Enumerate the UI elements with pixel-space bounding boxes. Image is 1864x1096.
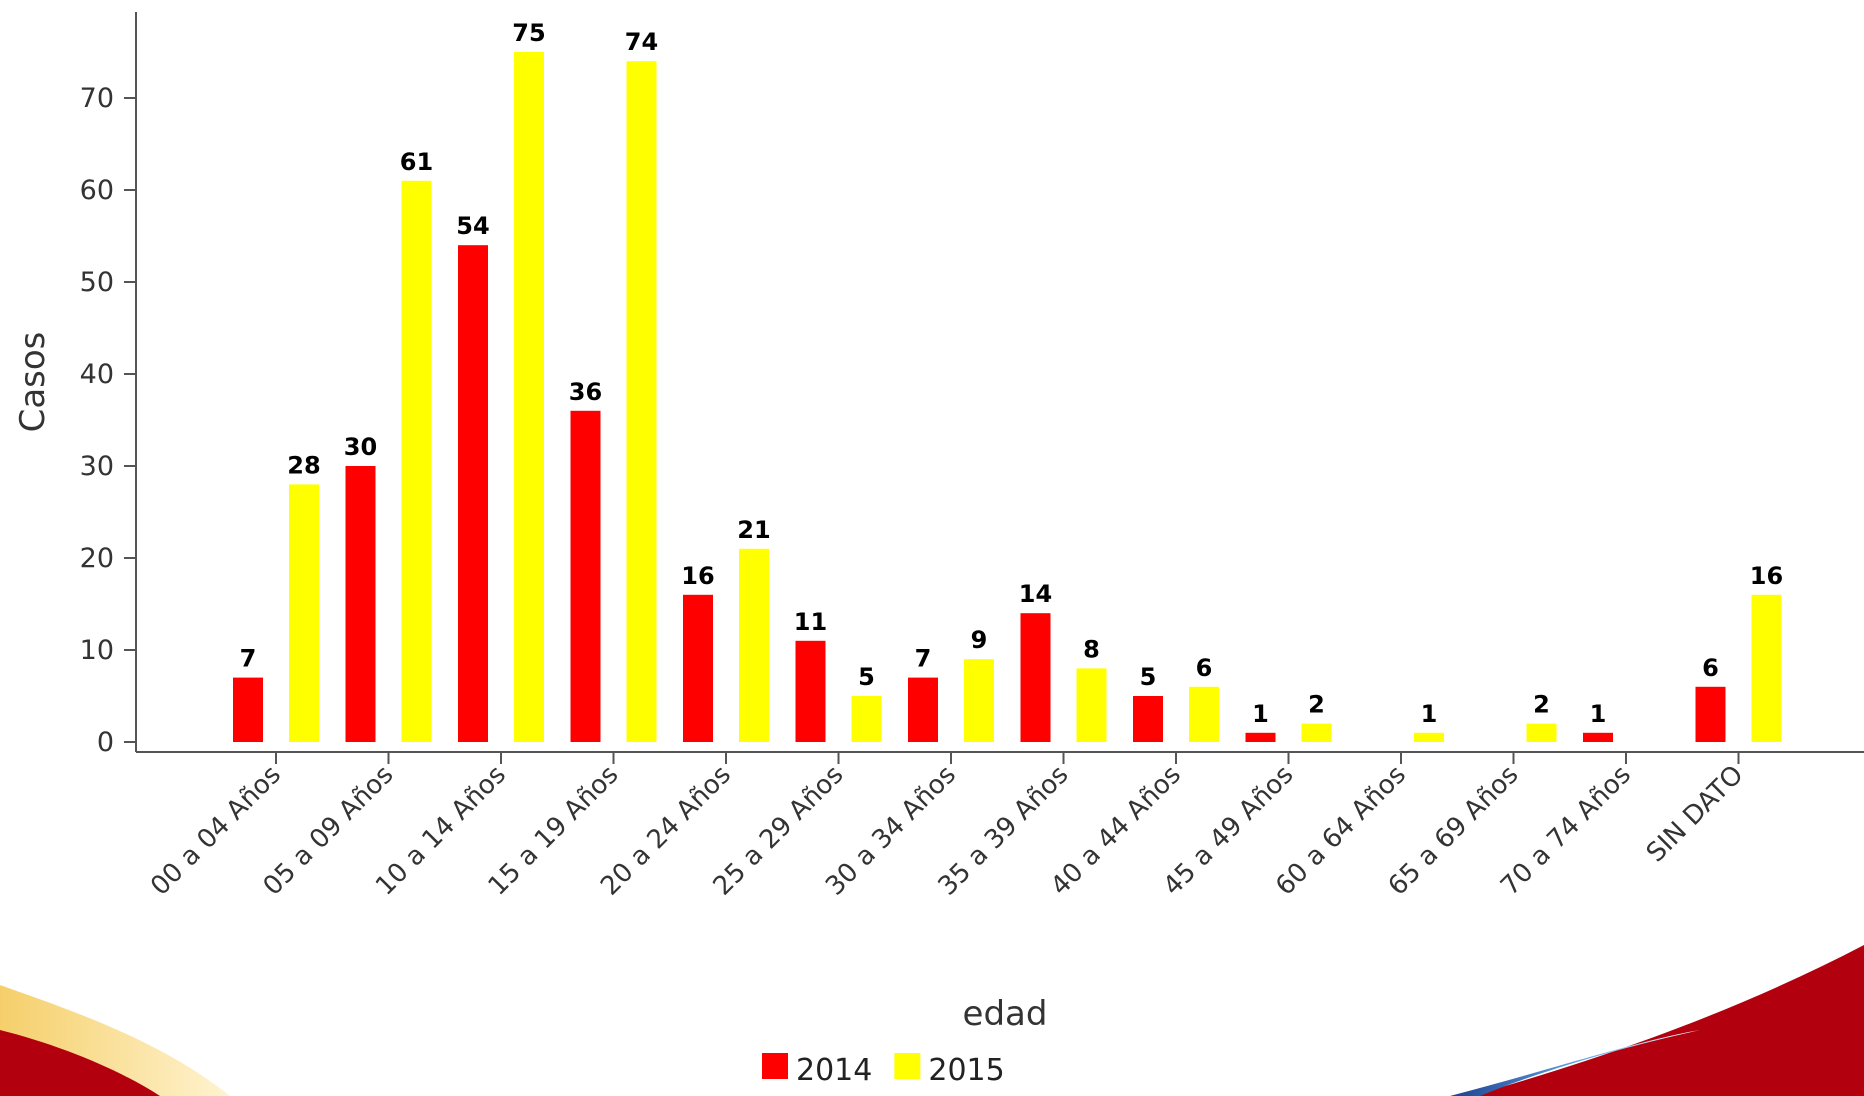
y-tick-label: 60: [80, 175, 114, 206]
data-label-2014-2: 54: [456, 212, 489, 240]
bar-2014-0: [233, 677, 263, 742]
y-tick-label: 50: [80, 267, 114, 298]
data-label-2014-13: 6: [1702, 654, 1719, 682]
bar-2014-2: [458, 245, 488, 742]
right-red-wave: [1470, 945, 1864, 1096]
data-label-2014-6: 7: [915, 645, 932, 673]
data-label-2014-4: 16: [681, 562, 714, 590]
data-label-2014-1: 30: [344, 433, 377, 461]
bar-2014-6: [908, 677, 938, 742]
bar-2014-4: [683, 594, 713, 742]
bar-2015-10: [1414, 732, 1444, 742]
y-tick-label: 10: [80, 635, 114, 666]
data-label-2014-12: 1: [1590, 700, 1607, 728]
data-label-2015-3: 74: [625, 28, 658, 56]
legend-label-2015: 2015: [928, 1053, 1004, 1088]
y-tick-label: 0: [97, 727, 114, 758]
bar-2014-13: [1695, 686, 1726, 742]
bar-2015-0: [289, 484, 319, 742]
bar-2015-8: [1189, 686, 1219, 742]
data-label-2014-8: 5: [1140, 663, 1157, 691]
bar-2015-6: [964, 659, 994, 742]
bar-2015-2: [514, 52, 544, 742]
bar-2015-3: [626, 61, 657, 742]
data-label-2015-8: 6: [1196, 654, 1213, 682]
bar-2014-12: [1583, 732, 1613, 742]
y-tick-label: 70: [80, 83, 114, 114]
left-red-wave: [0, 1030, 160, 1096]
data-label-2015-10: 1: [1421, 700, 1438, 728]
x-axis-title: edad: [963, 994, 1048, 1034]
y-axis-ticks: 0 10 20 30 40 50 60 70: [80, 83, 136, 758]
bar-2014-3: [570, 410, 601, 742]
data-label-2014-5: 11: [794, 608, 827, 636]
y-tick-label: 30: [80, 451, 114, 482]
y-axis-title: Casos: [13, 332, 53, 433]
bar-2014-7: [1020, 613, 1051, 742]
bar-2015-4: [739, 548, 769, 742]
data-label-2015-7: 8: [1083, 635, 1100, 663]
y-tick-label: 20: [80, 543, 114, 574]
bar-2015-7: [1076, 668, 1107, 742]
data-label-2015-5: 5: [858, 663, 875, 691]
data-label-2014-0: 7: [240, 645, 257, 673]
legend-swatch-2015: [894, 1053, 921, 1079]
bar-2015-5: [851, 696, 882, 742]
bars: [233, 52, 1782, 743]
data-label-2014-9: 1: [1252, 700, 1269, 728]
data-label-2015-1: 61: [400, 148, 433, 176]
data-label-2015-6: 9: [971, 626, 988, 654]
legend: 2014 2015: [762, 1053, 1005, 1088]
bar-2014-5: [795, 640, 826, 742]
y-tick-label: 40: [80, 359, 114, 390]
data-label-2015-11: 2: [1533, 691, 1550, 719]
legend-swatch-2014: [762, 1053, 788, 1079]
bar-2015-13: [1751, 594, 1782, 742]
data-label-2015-9: 2: [1308, 691, 1325, 719]
data-label-2014-3: 36: [569, 378, 602, 406]
data-label-2015-2: 75: [512, 19, 545, 47]
data-label-2014-7: 14: [1019, 580, 1052, 608]
bar-2015-9: [1301, 723, 1332, 742]
bar-2015-1: [401, 180, 432, 743]
bar-2015-11: [1526, 723, 1557, 742]
decorative-waves: [0, 945, 1864, 1096]
data-label-2015-13: 16: [1750, 562, 1783, 590]
bar-2014-1: [345, 466, 376, 742]
x-tick-label: SIN DATO: [1641, 760, 1750, 869]
data-label-2015-0: 28: [287, 451, 320, 479]
bar-2014-8: [1133, 696, 1163, 742]
right-blue-wave: [1450, 1030, 1700, 1096]
legend-label-2014: 2014: [796, 1053, 872, 1088]
data-label-2015-4: 21: [737, 516, 770, 544]
bar-2014-9: [1245, 732, 1276, 742]
